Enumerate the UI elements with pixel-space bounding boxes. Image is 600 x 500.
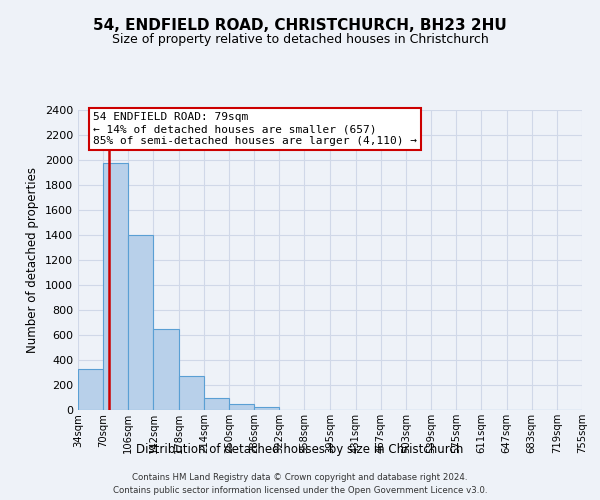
Text: Contains public sector information licensed under the Open Government Licence v3: Contains public sector information licen… [113,486,487,495]
Bar [229,404,254,410]
Bar [154,329,179,410]
Bar [254,407,280,410]
Y-axis label: Number of detached properties: Number of detached properties [26,167,40,353]
Text: Contains HM Land Registry data © Crown copyright and database right 2024.: Contains HM Land Registry data © Crown c… [132,472,468,482]
Text: 54, ENDFIELD ROAD, CHRISTCHURCH, BH23 2HU: 54, ENDFIELD ROAD, CHRISTCHURCH, BH23 2H… [93,18,507,32]
Bar [103,163,128,410]
Text: Distribution of detached houses by size in Christchurch: Distribution of detached houses by size … [136,442,464,456]
Text: 54 ENDFIELD ROAD: 79sqm
← 14% of detached houses are smaller (657)
85% of semi-d: 54 ENDFIELD ROAD: 79sqm ← 14% of detache… [93,112,417,146]
Bar [78,370,103,410]
Text: Size of property relative to detached houses in Christchurch: Size of property relative to detached ho… [112,32,488,46]
Bar [179,376,204,410]
Bar [128,235,154,410]
Bar [204,398,229,410]
